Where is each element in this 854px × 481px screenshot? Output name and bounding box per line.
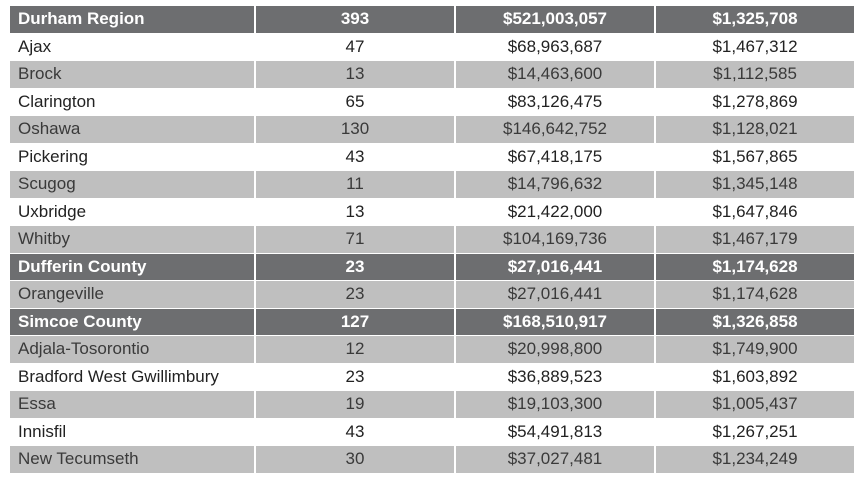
municipality-cell: Innisfil — [10, 418, 256, 445]
municipality-cell: Whitby — [10, 226, 256, 253]
total-value-cell: $67,418,175 — [456, 143, 656, 170]
municipality-cell: Oshawa — [10, 116, 256, 143]
average-value-cell: $1,267,251 — [712, 421, 798, 441]
total-value-cell: $21,422,000 — [456, 198, 656, 225]
count-cell: 12 — [256, 336, 456, 363]
total-value-cell: $14,463,600 — [456, 61, 656, 88]
table-body: Durham Region 393 $521,003,057 $1,325,708 Aj… — [10, 6, 854, 474]
average-value-cell: $1,325,708 — [712, 9, 798, 29]
table-row: New Tecumseth 30 $37,027,481 $1,234,249 — [10, 446, 854, 474]
total-value-cell: $27,016,441 — [456, 281, 656, 308]
count-cell: 13 — [256, 61, 456, 88]
total-value-cell: $20,998,800 — [456, 336, 656, 363]
average-value-cell: $1,174,628 — [712, 284, 798, 304]
municipality-cell: Bradford West Gwillimbury — [10, 363, 256, 390]
table-region-row: Dufferin County 23 $27,016,441 $1,174,628 — [10, 253, 854, 281]
count-cell: 23 — [256, 363, 456, 390]
average-value-cell: $1,603,892 — [712, 366, 798, 386]
municipality-cell: Clarington — [10, 88, 256, 115]
count-cell: 11 — [256, 171, 456, 198]
table-row: Bradford West Gwillimbury 23 $36,889,523 $1… — [10, 363, 854, 391]
table-row: Scugog 11 $14,796,632 $1,345,148 — [10, 171, 854, 199]
total-value-cell: $37,027,481 — [456, 446, 656, 473]
municipality-cell: Durham Region — [10, 6, 256, 33]
total-value-cell: $146,642,752 — [456, 116, 656, 143]
municipality-cell: Scugog — [10, 171, 256, 198]
municipality-cell: Ajax — [10, 33, 256, 60]
average-value-cell: $1,567,865 — [712, 146, 798, 166]
sales-table: Durham Region 393 $521,003,057 $1,325,708 Aj… — [10, 6, 854, 474]
municipality-cell: Simcoe County — [10, 308, 256, 335]
total-value-cell: $68,963,687 — [456, 33, 656, 60]
average-value-cell: $1,112,585 — [713, 64, 797, 84]
count-cell: 65 — [256, 88, 456, 115]
municipality-cell: Dufferin County — [10, 253, 256, 280]
table-region-row: Durham Region 393 $521,003,057 $1,325,708 — [10, 6, 854, 34]
table-row: Innisfil 43 $54,491,813 $1,267,251 — [10, 418, 854, 446]
average-value-cell: $1,467,179 — [712, 229, 798, 249]
average-value-cell: $1,128,021 — [712, 119, 798, 139]
count-cell: 127 — [256, 308, 456, 335]
count-cell: 130 — [256, 116, 456, 143]
table-row: Essa 19 $19,103,300 $1,005,437 — [10, 391, 854, 419]
municipality-cell: New Tecumseth — [10, 446, 256, 473]
count-cell: 23 — [256, 253, 456, 280]
average-value-cell: $1,174,628 — [712, 256, 798, 276]
average-value-cell: $1,647,846 — [712, 201, 798, 221]
table-row: Clarington 65 $83,126,475 $1,278,869 — [10, 88, 854, 116]
municipality-cell: Orangeville — [10, 281, 256, 308]
table-row: Oshawa 130 $146,642,752 $1,128,021 — [10, 116, 854, 144]
table-row: Adjala-Tosorontio 12 $20,998,800 $1,749,900 — [10, 336, 854, 364]
average-value-cell: $1,345,148 — [712, 174, 798, 194]
municipality-cell: Uxbridge — [10, 198, 256, 225]
total-value-cell: $14,796,632 — [456, 171, 656, 198]
table-row: Whitby 71 $104,169,736 $1,467,179 — [10, 226, 854, 254]
table-row: Pickering 43 $67,418,175 $1,567,865 — [10, 143, 854, 171]
count-cell: 393 — [256, 6, 456, 33]
count-cell: 13 — [256, 198, 456, 225]
total-value-cell: $36,889,523 — [456, 363, 656, 390]
total-value-cell: $83,126,475 — [456, 88, 656, 115]
average-value-cell: $1,326,858 — [712, 311, 798, 331]
table-row: Ajax 47 $68,963,687 $1,467,312 — [10, 33, 854, 61]
table-row: Orangeville 23 $27,016,441 $1,174,628 — [10, 281, 854, 309]
count-cell: 71 — [256, 226, 456, 253]
count-cell: 23 — [256, 281, 456, 308]
table-region-row: Simcoe County 127 $168,510,917 $1,326,858 — [10, 308, 854, 336]
total-value-cell: $54,491,813 — [456, 418, 656, 445]
municipality-cell: Pickering — [10, 143, 256, 170]
average-value-cell: $1,234,249 — [712, 449, 798, 469]
count-cell: 30 — [256, 446, 456, 473]
municipality-cell: Brock — [10, 61, 256, 88]
table-row: Uxbridge 13 $21,422,000 $1,647,846 — [10, 198, 854, 226]
average-value-cell: $1,749,900 — [712, 339, 798, 359]
total-value-cell: $168,510,917 — [456, 308, 656, 335]
average-value-cell: $1,005,437 — [712, 394, 798, 414]
total-value-cell: $27,016,441 — [456, 253, 656, 280]
municipality-cell: Adjala-Tosorontio — [10, 336, 256, 363]
total-value-cell: $19,103,300 — [456, 391, 656, 418]
count-cell: 43 — [256, 418, 456, 445]
count-cell: 47 — [256, 33, 456, 60]
average-value-cell: $1,278,869 — [712, 91, 798, 111]
count-cell: 43 — [256, 143, 456, 170]
total-value-cell: $521,003,057 — [456, 6, 656, 33]
total-value-cell: $104,169,736 — [456, 226, 656, 253]
average-value-cell: $1,467,312 — [712, 36, 798, 56]
municipality-cell: Essa — [10, 391, 256, 418]
table-row: Brock 13 $14,463,600 $1,112,585 — [10, 61, 854, 89]
count-cell: 19 — [256, 391, 456, 418]
